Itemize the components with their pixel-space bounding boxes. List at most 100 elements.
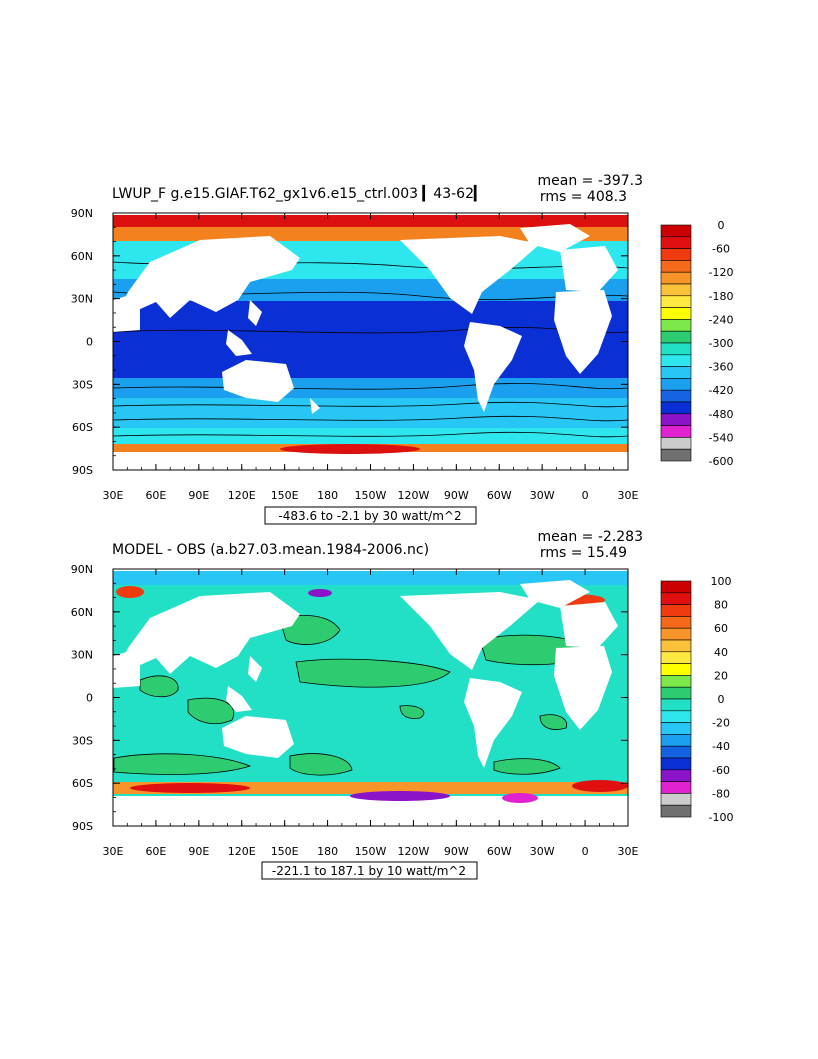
- band-south-mid: [113, 398, 628, 428]
- colorbar-swatch: [660, 378, 692, 391]
- colorbar-swatch: [660, 448, 692, 462]
- colorbar-swatch: [660, 401, 692, 415]
- colorbar-label: -600: [709, 455, 734, 468]
- range-label: -483.6 to -2.1 by 30 watt/m^2: [278, 509, 461, 523]
- x-tick-label: 90W: [444, 845, 469, 858]
- y-tick-label: 90S: [72, 820, 93, 833]
- y-tick-label: 60S: [72, 421, 93, 434]
- y-tick-label: 30N: [71, 293, 93, 306]
- colorbar-swatch: [660, 675, 692, 688]
- hotspot-weddell: [572, 780, 628, 792]
- colorbar-swatch: [660, 342, 692, 356]
- colorbar-swatch: [660, 616, 692, 629]
- axes-bottom: 30E 60E 90E 120E 150E 180 150W 120W 90W 60W 30W 0 30…: [71, 563, 639, 858]
- range-box: [261, 861, 478, 880]
- x-tick-label: 60E: [145, 489, 166, 502]
- colorbar-swatch: [660, 698, 692, 712]
- colorbar-label: -240: [709, 313, 734, 326]
- colorbar-label: -40: [712, 740, 730, 753]
- x-tick-label: 150E: [271, 845, 299, 858]
- colorbar-swatch: [660, 745, 692, 759]
- map-field: [112, 215, 629, 454]
- x-tick-label: 120E: [228, 489, 256, 502]
- panel-title: MODEL - OBS (a.b27.03.mean.1984-2006.nc): [112, 542, 429, 558]
- x-tick-label: 60E: [145, 845, 166, 858]
- colorbar-swatch: [660, 651, 692, 664]
- colorbar-label: 80: [714, 599, 728, 612]
- colorbar-label: -60: [712, 764, 730, 777]
- x-tick-label: 0: [582, 489, 589, 502]
- y-tick-label: 60S: [72, 777, 93, 790]
- x-tick-label: 180: [317, 489, 338, 502]
- colorbar-label: -480: [709, 408, 734, 421]
- x-tick-label: 30E: [103, 489, 124, 502]
- colorbar-label: -180: [709, 290, 734, 303]
- hotspot-barents: [116, 586, 144, 598]
- colorbar-swatch: [660, 260, 692, 273]
- colorbar-swatch: [660, 330, 692, 344]
- colorbar-label: 0: [718, 693, 725, 706]
- y-tick-label: 60N: [71, 250, 93, 263]
- y-tick-label: 0: [86, 336, 93, 349]
- colorbar-swatch: [660, 781, 692, 794]
- panel-title: LWUP_F g.e15.GIAF.T62_gx1v6.e15_ctrl.003…: [112, 184, 485, 202]
- colorbar-label: -20: [712, 717, 730, 730]
- band-tropics: [113, 301, 628, 378]
- map-field: [113, 571, 628, 803]
- coldspot-siberia: [308, 589, 332, 597]
- colorbar-top: 0 -60 -120 -180 -240 -300 -360 -420 -480 -540 -600: [660, 219, 734, 468]
- colorbar-bottom: 100 80 60 40 20 0 -20 -40 -60 -80 -100: [660, 575, 733, 824]
- panel-top: LWUP_F g.e15.GIAF.T62_gx1v6.e15_ctrl.003…: [71, 173, 734, 525]
- x-tick-label: 90W: [444, 489, 469, 502]
- colorbar-swatch: [660, 366, 692, 379]
- colorbar-swatch: [660, 224, 692, 238]
- colorbar-swatch: [660, 425, 692, 438]
- colorbar-label: -300: [709, 337, 734, 350]
- y-tick-label: 30N: [71, 649, 93, 662]
- colorbar-swatch: [660, 271, 692, 285]
- x-tick-label: 150W: [355, 845, 387, 858]
- x-tick-label: 30E: [618, 845, 639, 858]
- colorbar-swatch: [660, 769, 692, 782]
- band-antarctic-rim: [113, 782, 628, 794]
- mean-label: mean = -397.3: [538, 173, 643, 189]
- colorbar-label: -540: [709, 431, 734, 444]
- colorbar-label: -420: [709, 384, 734, 397]
- x-tick-label: 150E: [271, 489, 299, 502]
- x-tick-label: 30E: [618, 489, 639, 502]
- colorbar-swatch: [660, 295, 692, 308]
- band-south-sub: [113, 378, 628, 398]
- colorbar-swatch: [660, 389, 692, 403]
- colorbar-swatch: [660, 757, 692, 771]
- colorbar-swatch: [660, 580, 692, 594]
- y-tick-label: 0: [86, 692, 93, 705]
- colorbar-label: 0: [718, 219, 725, 232]
- colorbar-swatch: [660, 722, 692, 735]
- colorbar-swatch: [660, 592, 692, 605]
- colorbar-label: 60: [714, 622, 728, 635]
- colorbar-swatch: [660, 639, 692, 653]
- panel-bottom: MODEL - OBS (a.b27.03.mean.1984-2006.nc)…: [71, 529, 733, 880]
- y-tick-label: 30S: [72, 378, 93, 391]
- x-tick-label: 60W: [487, 845, 512, 858]
- colorbar-swatch: [660, 413, 692, 426]
- colorbar-swatch: [660, 283, 692, 297]
- range-box: [264, 506, 477, 525]
- y-tick-label: 90S: [72, 464, 93, 477]
- axes-top: 30E 60E 90E 120E 150E 180 150W 120W 90W 60W 30W 0 30…: [71, 207, 639, 502]
- colorbar-label: -60: [712, 243, 730, 256]
- colorbar-label: 100: [711, 575, 732, 588]
- colorbar-swatch: [660, 319, 692, 332]
- band-antarctic-max: [280, 444, 420, 454]
- colorbar-swatch: [660, 307, 692, 320]
- hotspot-indian: [130, 783, 250, 793]
- y-tick-label: 90N: [71, 207, 93, 220]
- range-label: -221.1 to 187.1 by 10 watt/m^2: [272, 864, 466, 878]
- y-tick-label: 60N: [71, 606, 93, 619]
- land-masses: [113, 224, 618, 414]
- colorbar-swatch: [660, 236, 692, 249]
- colorbar-label: 40: [714, 646, 728, 659]
- y-tick-label: 90N: [71, 563, 93, 576]
- x-tick-label: 30W: [530, 489, 555, 502]
